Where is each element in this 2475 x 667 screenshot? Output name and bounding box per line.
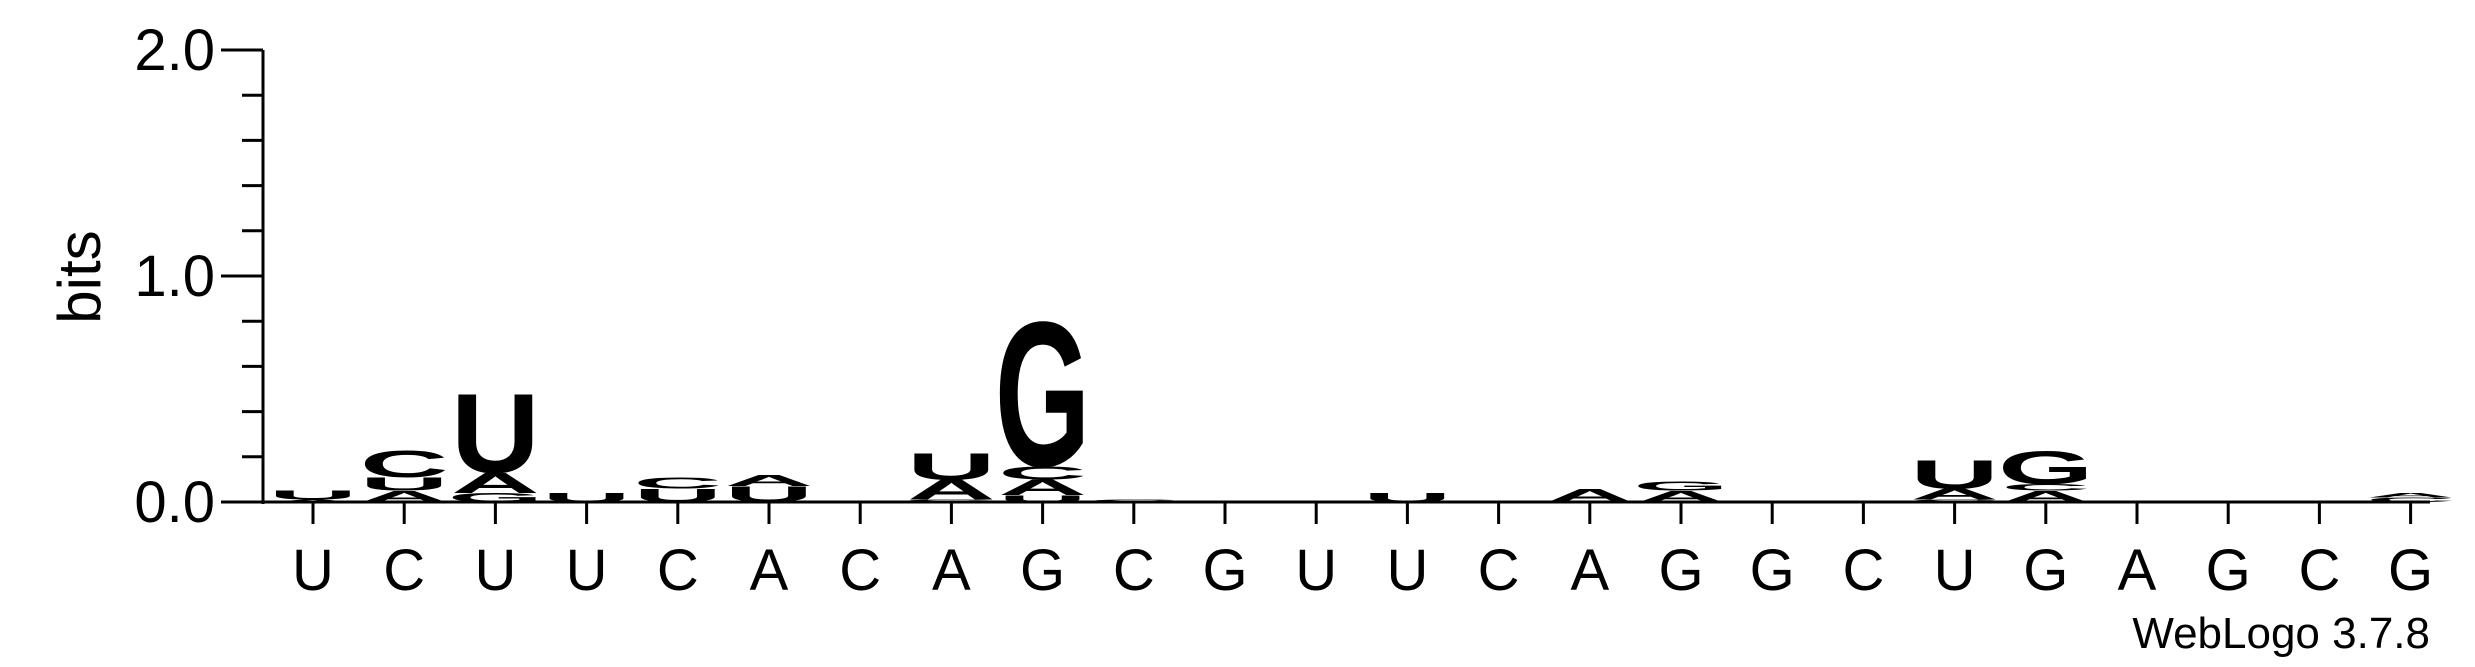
logo-letter-A: A (998, 475, 1087, 500)
x-tick-label: G (1202, 538, 1247, 603)
x-tick-label: U (1295, 538, 1337, 603)
x-tick-label: U (474, 538, 516, 603)
x-tick-label: A (2118, 538, 2157, 603)
logo-letter-U: U (907, 446, 996, 488)
x-tick-label: G (1658, 538, 1703, 603)
x-tick-label: U (566, 538, 608, 603)
logo-letter-C: C (1089, 499, 1178, 503)
y-tick-label: 0.0 (134, 470, 215, 535)
logo-letter-A: A (725, 472, 814, 490)
logo-letter-A: A (360, 488, 449, 506)
logo-letter-C: C (2001, 482, 2090, 492)
x-tick-label: C (383, 538, 425, 603)
x-tick-label: C (657, 538, 699, 603)
x-tick-label: A (1570, 538, 1609, 603)
x-tick-label: U (292, 538, 334, 603)
y-axis-label: bits (46, 230, 113, 323)
logo-letter-G: G (904, 499, 1000, 503)
x-tick-label: G (2206, 538, 2251, 603)
x-tick-label: C (1842, 538, 1884, 603)
x-tick-label: U (1386, 538, 1428, 603)
x-tick-label: C (1113, 538, 1155, 603)
x-tick-label: G (2023, 538, 2068, 603)
logo-letter-C: C (360, 444, 449, 486)
logo-letter-C: C (633, 474, 722, 492)
x-tick-label: G (2388, 538, 2433, 603)
logo-letter-A: A (2366, 492, 2455, 499)
logo-letter-A: A (907, 474, 996, 506)
x-tick-label: C (1478, 538, 1520, 603)
logo-letter-G: G (1633, 479, 1729, 493)
logo-letter-U: U (998, 494, 1087, 504)
x-tick-label: G (1020, 538, 1065, 603)
y-tick-label: 2.0 (134, 18, 215, 83)
y-axis: 0.0 1.0 2.0 (134, 18, 265, 535)
logo-letter-A: A (2001, 488, 2090, 506)
logo-letter-U: U (1910, 452, 1999, 497)
logo-letter-U: U (451, 371, 540, 497)
logo-letter-U: U (1363, 491, 1452, 505)
x-tick-label: C (2298, 538, 2340, 603)
logo-letter-A: A (1910, 486, 1999, 504)
logo-letter-C: C (2366, 496, 2455, 503)
logo-letter-C: C (998, 462, 1087, 483)
watermark-text: WebLogo 3.7.8 (2132, 609, 2430, 658)
logo-letter-C: C (1910, 499, 1999, 503)
x-tick-label: A (932, 538, 971, 603)
x-tick-label: U (1934, 538, 1976, 603)
logo-letter-U: U (542, 491, 631, 505)
x-tick-label: C (839, 538, 881, 603)
logo-letter-U: U (725, 482, 814, 507)
logo-letter-U: U (360, 474, 449, 495)
logo-letter-U: U (269, 488, 358, 502)
logo-letter-U: U (633, 485, 722, 506)
logo-letter-A: A (1637, 488, 1726, 506)
logo-letter-G: G (1998, 441, 2094, 494)
x-tick-label: A (750, 538, 789, 603)
logo-letter-A: A (1545, 485, 1634, 506)
x-tick-label: G (1750, 538, 1795, 603)
logo-letter-A: A (451, 467, 540, 499)
y-tick-label: 1.0 (134, 244, 215, 309)
logo-letter-A: A (269, 499, 358, 503)
logo-letter-G: G (995, 280, 1091, 511)
logo-letter-G: G (448, 491, 544, 505)
